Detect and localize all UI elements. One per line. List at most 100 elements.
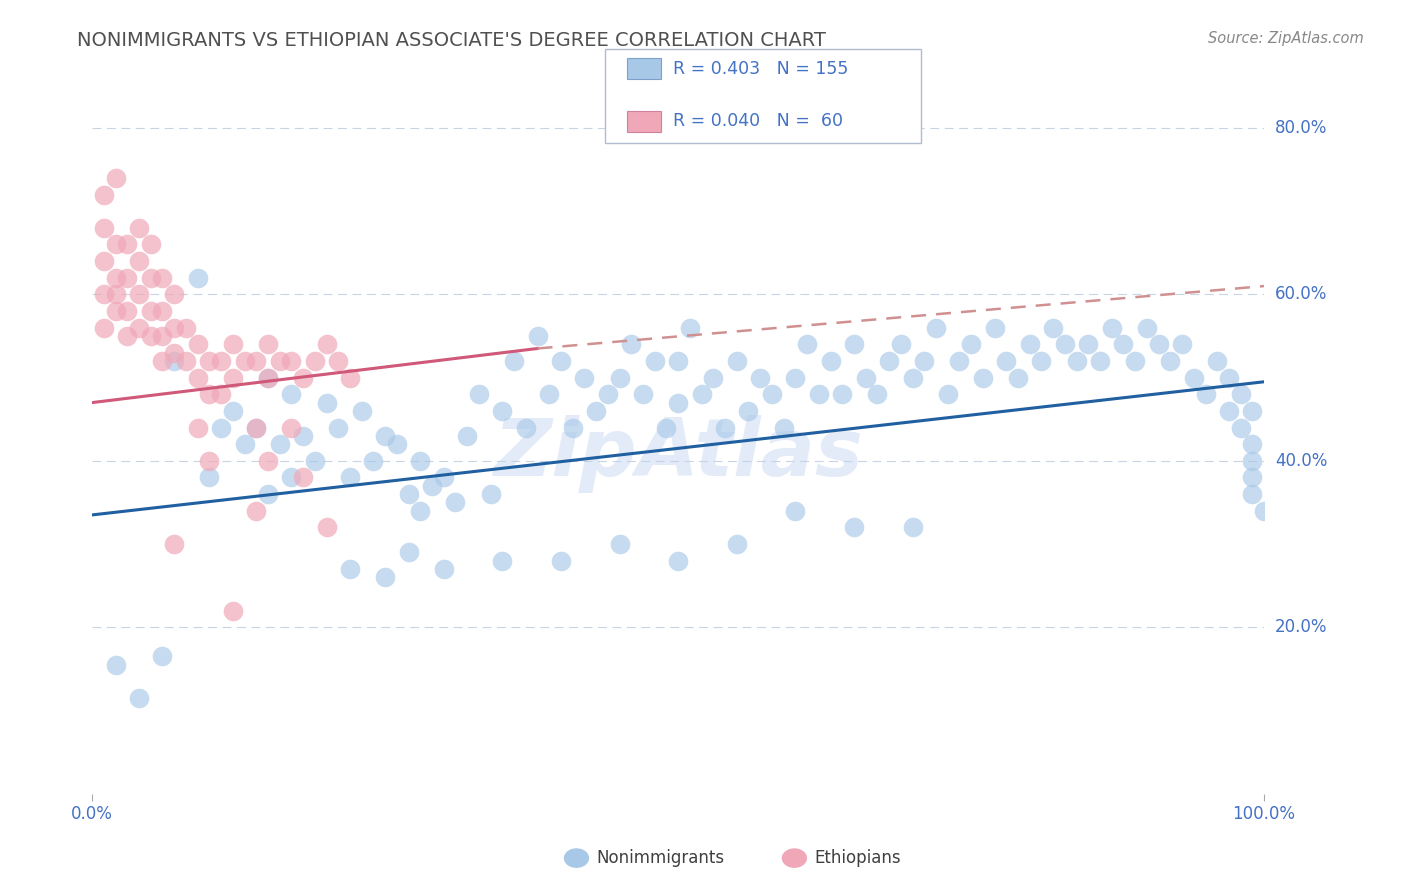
- Point: [1218, 370, 1240, 384]
- Point: [960, 337, 983, 351]
- Point: [1066, 354, 1088, 368]
- Point: [93, 220, 115, 235]
- Point: [1229, 420, 1251, 434]
- Text: 80.0%: 80.0%: [1275, 119, 1327, 137]
- Point: [1007, 370, 1029, 384]
- Point: [855, 370, 877, 384]
- Point: [1241, 454, 1264, 468]
- Point: [280, 420, 302, 434]
- Point: [198, 354, 221, 368]
- Point: [761, 387, 783, 401]
- Point: [222, 337, 245, 351]
- Point: [93, 187, 115, 202]
- Point: [596, 387, 619, 401]
- Point: [104, 657, 127, 672]
- Text: NONIMMIGRANTS VS ETHIOPIAN ASSOCIATE'S DEGREE CORRELATION CHART: NONIMMIGRANTS VS ETHIOPIAN ASSOCIATE'S D…: [77, 31, 827, 50]
- Point: [187, 337, 209, 351]
- Point: [292, 470, 315, 484]
- Point: [128, 254, 150, 268]
- Point: [666, 554, 689, 568]
- Point: [666, 354, 689, 368]
- Point: [1206, 354, 1229, 368]
- Point: [1077, 337, 1099, 351]
- Point: [269, 354, 291, 368]
- Point: [972, 370, 994, 384]
- Point: [550, 354, 572, 368]
- Point: [948, 354, 970, 368]
- Point: [936, 387, 959, 401]
- Point: [328, 354, 350, 368]
- Point: [128, 690, 150, 705]
- Text: 60.0%: 60.0%: [1275, 285, 1327, 303]
- Point: [222, 604, 245, 618]
- Point: [515, 420, 537, 434]
- Point: [152, 304, 174, 318]
- Point: [666, 395, 689, 409]
- Point: [280, 470, 302, 484]
- Point: [737, 404, 759, 418]
- Point: [117, 270, 139, 285]
- Point: [152, 270, 174, 285]
- Point: [620, 337, 643, 351]
- Point: [257, 370, 280, 384]
- Point: [117, 329, 139, 343]
- Point: [842, 520, 865, 534]
- Point: [925, 320, 948, 334]
- Point: [315, 337, 337, 351]
- Point: [409, 504, 432, 518]
- Point: [574, 370, 596, 384]
- Point: [198, 387, 221, 401]
- Point: [292, 429, 315, 443]
- Point: [1042, 320, 1064, 334]
- Point: [433, 470, 456, 484]
- Point: [304, 354, 326, 368]
- Point: [139, 329, 162, 343]
- Point: [1218, 404, 1240, 418]
- Point: [1241, 487, 1264, 501]
- Point: [1147, 337, 1170, 351]
- Point: [187, 420, 209, 434]
- Point: [363, 454, 385, 468]
- Point: [339, 470, 361, 484]
- Point: [1136, 320, 1159, 334]
- Point: [1031, 354, 1053, 368]
- Point: [1101, 320, 1123, 334]
- Point: [93, 254, 115, 268]
- Point: [831, 387, 853, 401]
- Point: [420, 479, 443, 493]
- Point: [1053, 337, 1076, 351]
- Point: [526, 329, 548, 343]
- Point: [631, 387, 654, 401]
- Point: [128, 320, 150, 334]
- Point: [163, 320, 186, 334]
- Point: [328, 420, 350, 434]
- Point: [163, 287, 186, 301]
- Point: [117, 304, 139, 318]
- Point: [233, 437, 256, 451]
- Point: [398, 487, 420, 501]
- Point: [198, 454, 221, 468]
- Point: [433, 562, 456, 576]
- Point: [128, 287, 150, 301]
- Point: [912, 354, 935, 368]
- Point: [785, 504, 807, 518]
- Point: [1018, 337, 1040, 351]
- Point: [222, 404, 245, 418]
- Point: [468, 387, 491, 401]
- Point: [1123, 354, 1146, 368]
- Point: [269, 437, 291, 451]
- Point: [163, 537, 186, 551]
- Point: [796, 337, 818, 351]
- Point: [983, 320, 1005, 334]
- Point: [152, 649, 174, 664]
- Point: [550, 554, 572, 568]
- Point: [209, 420, 232, 434]
- Point: [209, 354, 232, 368]
- Text: 20.0%: 20.0%: [1275, 618, 1327, 636]
- Point: [257, 370, 280, 384]
- Point: [725, 537, 748, 551]
- Point: [104, 287, 127, 301]
- Point: [198, 470, 221, 484]
- Point: [233, 354, 256, 368]
- Point: [315, 520, 337, 534]
